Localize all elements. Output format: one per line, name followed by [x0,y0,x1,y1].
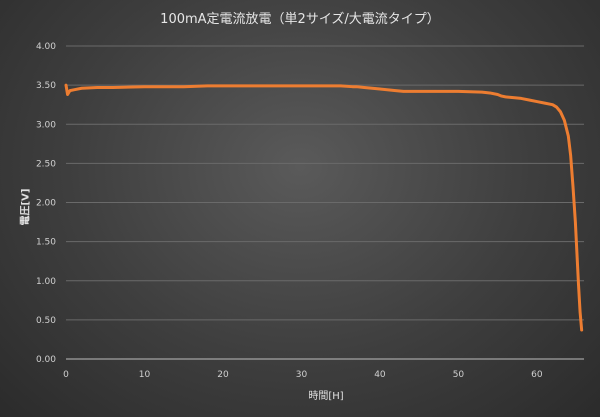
y-tick-label: 0.00 [36,355,56,365]
gridlines [66,45,584,360]
x-tick-label: 30 [296,370,308,380]
y-tick-label: 2.00 [36,199,56,209]
series-layer [64,83,584,332]
y-tick-label: 3.00 [36,120,56,130]
chart-title: 100mA定電流放電（単2サイズ/大電流タイプ） [160,12,440,27]
x-tick-label: 60 [531,370,543,380]
y-tick-label: 0.50 [36,316,56,326]
x-tick-label: 10 [139,370,151,380]
y-tick-label: 2.50 [36,159,56,169]
y-tick-label: 3.50 [36,81,56,91]
x-axis-label: 時間[H] [308,391,344,402]
tick-labels: 0.00 0.50 1.00 1.50 2.00 2.50 3.00 3.50 4.00 0 10 2… [36,42,543,380]
x-tick-label: 20 [217,370,229,380]
x-tick-label: 0 [63,370,69,380]
series-line [64,83,584,332]
y-tick-label: 1.00 [36,277,56,287]
y-tick-label: 1.50 [36,238,56,248]
x-tick-label: 40 [374,370,386,380]
y-tick-label: 4.00 [36,42,56,52]
y-axis-label: 電圧[V] [20,188,32,226]
x-tick-label: 50 [453,370,465,380]
